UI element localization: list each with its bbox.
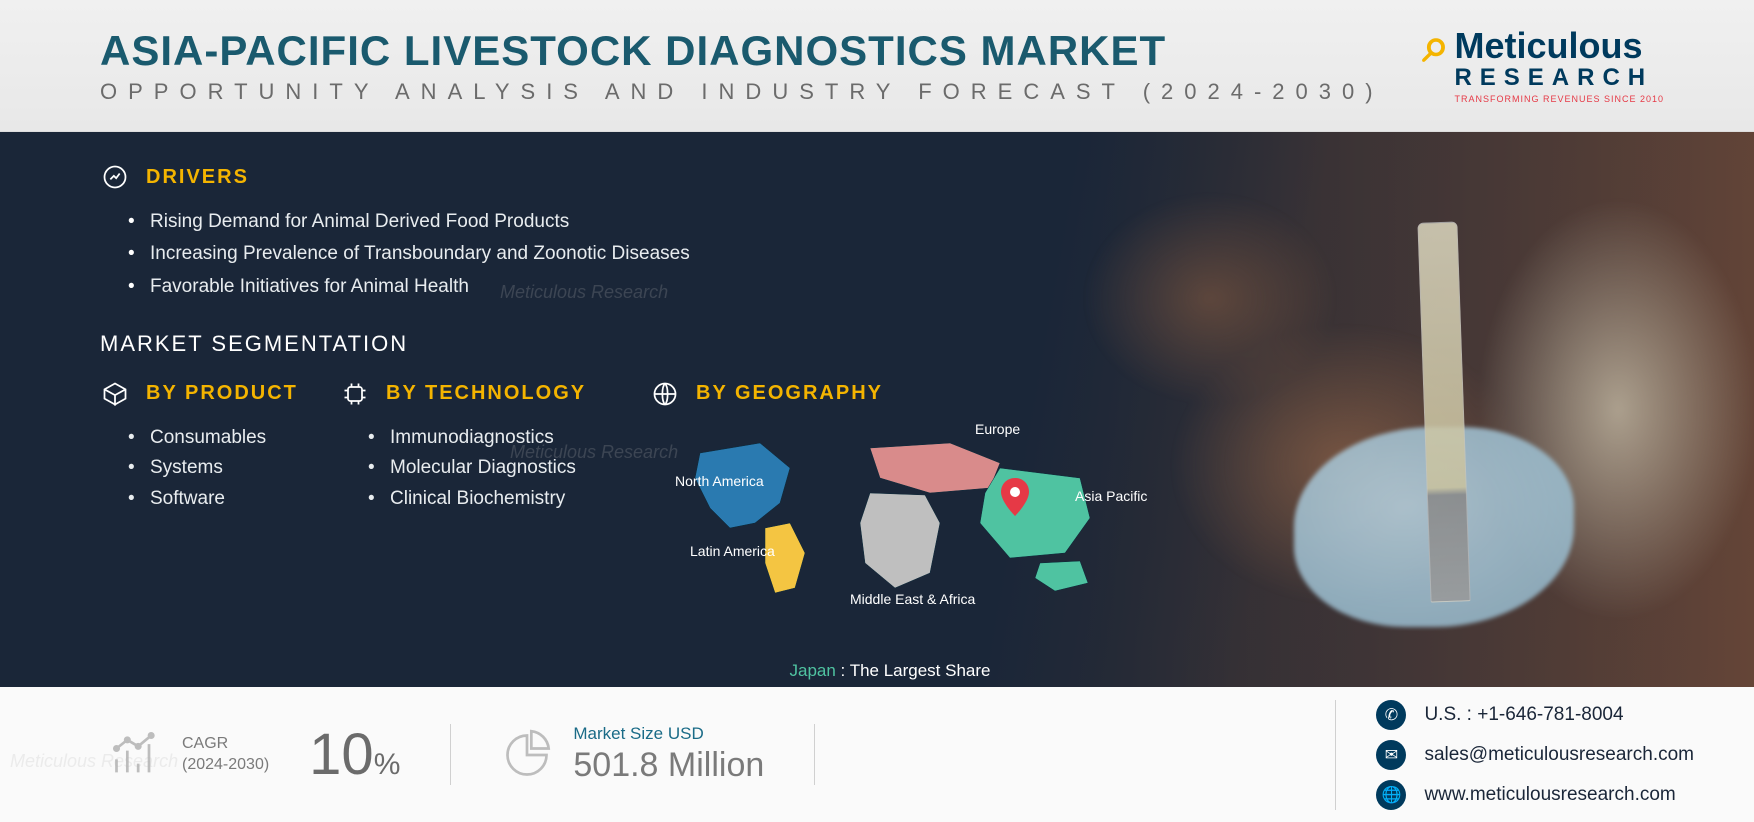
technology-list: Immunodiagnostics Molecular Diagnostics …	[340, 423, 640, 514]
segment-product: BY PRODUCT Consumables Systems Software	[100, 379, 330, 653]
list-item: Molecular Diagnostics	[390, 453, 640, 483]
page-subtitle: OPPORTUNITY ANALYSIS AND INDUSTRY FORECA…	[100, 79, 1454, 105]
world-map: North America Latin America Europe Asia …	[670, 423, 1110, 653]
segmentation-heading: MARKET SEGMENTATION	[100, 331, 1694, 357]
globe-icon	[650, 379, 680, 409]
cagr-value: 10%	[289, 726, 400, 784]
header: ASIA-PACIFIC LIVESTOCK DIAGNOSTICS MARKE…	[0, 0, 1754, 132]
pie-chart-icon	[501, 729, 553, 781]
region-eu	[870, 443, 1000, 493]
market-size-label: Market Size USD	[573, 724, 764, 744]
technology-heading: BY TECHNOLOGY	[340, 379, 640, 409]
contact-phone: ✆ U.S. : +1-646-781-8004	[1376, 700, 1694, 730]
map-label-eu: Europe	[975, 421, 1020, 437]
phone-icon: ✆	[1376, 700, 1406, 730]
box-icon	[100, 379, 130, 409]
map-label-mea: Middle East & Africa	[850, 591, 975, 607]
footer: Meticulous Research CAGR (2024-2030) 10%…	[0, 687, 1754, 822]
logo-word-top: ⌕ Meticulous	[1454, 28, 1642, 64]
cagr-label: CAGR (2024-2030)	[182, 734, 269, 776]
map-label-na: North America	[675, 473, 745, 489]
drivers-list: Rising Demand for Animal Derived Food Pr…	[100, 206, 1694, 303]
product-heading: BY PRODUCT	[100, 379, 330, 409]
list-item: Software	[150, 484, 330, 514]
brand-logo: ⌕ Meticulous RESEARCH TRANSFORMING REVEN…	[1454, 28, 1664, 104]
contact-block: ✆ U.S. : +1-646-781-8004 ✉ sales@meticul…	[1335, 700, 1694, 810]
magnifier-icon: ⌕	[1422, 22, 1449, 70]
contact-email: ✉ sales@meticulousresearch.com	[1376, 740, 1694, 770]
contact-web: 🌐 www.meticulousresearch.com	[1376, 780, 1694, 810]
logo-word-bottom: RESEARCH	[1454, 66, 1653, 90]
list-item: Systems	[150, 453, 330, 483]
segment-technology: BY TECHNOLOGY Immunodiagnostics Molecula…	[340, 379, 640, 653]
map-svg	[670, 423, 1110, 603]
logo-tagline: TRANSFORMING REVENUES SINCE 2010	[1454, 94, 1664, 104]
product-list: Consumables Systems Software	[100, 423, 330, 514]
map-label-la: Latin America	[690, 543, 775, 559]
list-item: Favorable Initiatives for Animal Health	[150, 271, 1694, 303]
email-icon: ✉	[1376, 740, 1406, 770]
geography-heading: BY GEOGRAPHY	[650, 379, 1694, 409]
map-caption: Japan : The Largest Share	[670, 661, 1110, 681]
segment-geography: BY GEOGRAPHY	[650, 379, 1694, 653]
list-item: Rising Demand for Animal Derived Food Pr…	[150, 206, 1694, 238]
content-panel: Meticulous Research Meticulous Research …	[0, 132, 1754, 687]
analytics-icon	[100, 162, 130, 192]
chip-icon	[340, 379, 370, 409]
list-item: Increasing Prevalence of Transboundary a…	[150, 238, 1694, 270]
map-label-ap: Asia Pacific	[1075, 488, 1147, 504]
watermark: Meticulous Research	[10, 751, 178, 772]
region-mea	[860, 493, 940, 588]
web-icon: 🌐	[1376, 780, 1406, 810]
list-item: Consumables	[150, 423, 330, 453]
market-size-block: Market Size USD 501.8 Million	[450, 724, 815, 785]
drivers-heading: DRIVERS	[100, 162, 1694, 192]
list-item: Immunodiagnostics	[390, 423, 640, 453]
region-ap-aus	[1035, 561, 1088, 591]
list-item: Clinical Biochemistry	[390, 484, 640, 514]
page-title: ASIA-PACIFIC LIVESTOCK DIAGNOSTICS MARKE…	[100, 27, 1454, 75]
region-ap	[980, 468, 1090, 558]
market-size-value: 501.8 Million	[573, 746, 764, 785]
